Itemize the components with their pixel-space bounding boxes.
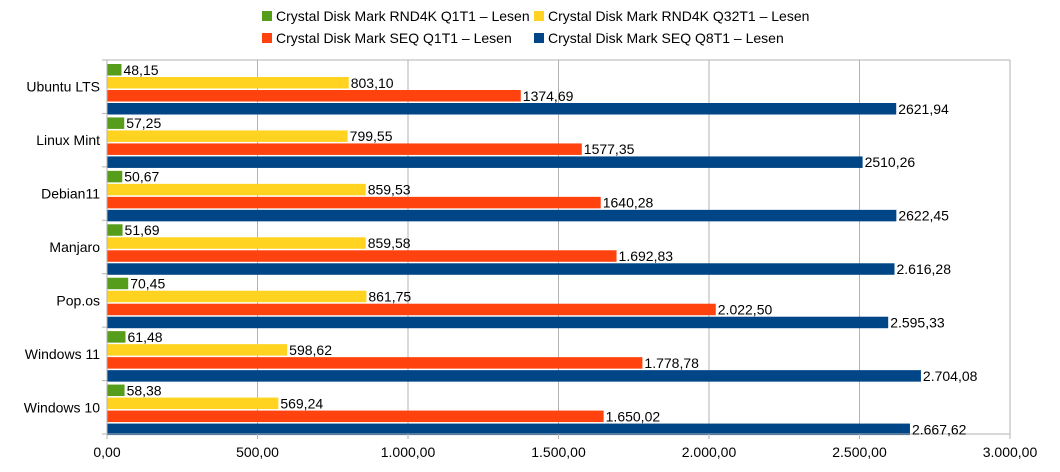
bar — [107, 156, 863, 168]
data-label: 598,62 — [289, 342, 332, 358]
gridlines — [107, 59, 1011, 434]
legend-swatch — [262, 33, 272, 43]
bar — [107, 130, 348, 142]
data-label: 1.778,78 — [644, 355, 699, 371]
bar — [107, 410, 604, 423]
bar — [107, 250, 617, 262]
data-label: 61,48 — [128, 329, 163, 345]
bar — [107, 103, 897, 115]
bar — [107, 224, 123, 236]
data-label: 70,45 — [130, 275, 165, 291]
bar — [107, 170, 123, 183]
x-tick-label: 2.000,00 — [682, 444, 737, 460]
data-label: 859,58 — [368, 235, 411, 251]
bar — [107, 77, 349, 89]
x-tick-label: 0,00 — [93, 444, 120, 460]
category-labels: Ubuntu LTS Linux Mint Debian11 Manjaro Pop.o… — [24, 79, 100, 416]
bar — [107, 316, 889, 329]
bar — [107, 331, 126, 343]
bars — [107, 64, 921, 436]
legend-label: Crystal Disk Mark SEQ Q8T1 – Lesen — [548, 30, 784, 46]
bar — [107, 397, 279, 410]
data-label: 799,55 — [350, 128, 393, 144]
bar — [107, 237, 366, 249]
data-label: 57,25 — [126, 115, 161, 131]
data-label: 2.616,28 — [897, 261, 952, 277]
bar — [107, 90, 521, 102]
bar — [107, 344, 288, 356]
data-label: 1577,35 — [584, 141, 635, 157]
legend-swatch — [534, 11, 544, 21]
legend-label: Crystal Disk Mark RND4K Q32T1 – Lesen — [548, 8, 809, 24]
x-tick-labels: 0,00 500,00 1.000,00 1.500,00 2.000,00 2.500,… — [93, 444, 1037, 460]
legend-label: Crystal Disk Mark RND4K Q1T1 – Lesen — [276, 8, 530, 24]
bar — [107, 277, 129, 290]
bar — [107, 384, 125, 397]
x-tick-label: 1.500,00 — [531, 444, 586, 460]
category-label: Windows 11 — [25, 346, 100, 362]
category-label: Windows 10 — [24, 399, 100, 415]
data-label: 50,67 — [124, 169, 159, 185]
data-label: 51,69 — [125, 222, 160, 238]
bar — [107, 143, 582, 155]
data-label: 58,38 — [127, 382, 162, 398]
x-tick-label: 3.000,00 — [983, 444, 1038, 460]
legend-swatch — [534, 33, 544, 43]
data-label: 1640,28 — [603, 195, 654, 211]
bar — [107, 357, 643, 369]
bar — [107, 303, 716, 316]
bar — [107, 64, 122, 76]
bar — [107, 183, 366, 196]
data-label: 2.595,33 — [890, 314, 945, 330]
axes — [102, 59, 1011, 439]
data-label: 2510,26 — [865, 154, 916, 170]
bar — [107, 423, 910, 436]
category-label: Linux Mint — [36, 132, 100, 148]
bar — [107, 370, 921, 382]
data-label: 569,24 — [280, 395, 323, 411]
data-label: 1.650,02 — [606, 408, 661, 424]
data-label: 803,10 — [351, 75, 394, 91]
data-labels: 48,15 803,10 1374,69 2621,94 57,25 799,55 1577… — [123, 62, 977, 438]
category-label: Manjaro — [49, 239, 100, 255]
data-label: 1374,69 — [523, 88, 574, 104]
data-label: 2622,45 — [898, 208, 949, 224]
data-label: 859,53 — [368, 182, 411, 198]
bar — [107, 263, 895, 275]
x-tick-label: 1.000,00 — [381, 444, 436, 460]
x-tick-label: 500,00 — [236, 444, 279, 460]
legend-swatch — [262, 11, 272, 21]
data-label: 2.022,50 — [718, 301, 773, 317]
bar — [107, 196, 601, 209]
bar — [107, 209, 897, 222]
data-label: 1.692,83 — [619, 248, 674, 264]
category-label: Pop.os — [56, 292, 100, 308]
legend-label: Crystal Disk Mark SEQ Q1T1 – Lesen — [276, 30, 512, 46]
data-label: 2.704,08 — [923, 368, 978, 384]
data-label: 2.667,62 — [912, 421, 967, 437]
category-label: Ubuntu LTS — [26, 79, 100, 95]
bar — [107, 117, 125, 129]
data-label: 861,75 — [368, 288, 411, 304]
data-label: 2621,94 — [898, 101, 949, 117]
bar — [107, 290, 367, 303]
data-label: 48,15 — [123, 62, 158, 78]
category-label: Debian11 — [41, 186, 100, 202]
x-tick-label: 2.500,00 — [832, 444, 887, 460]
legend: Crystal Disk Mark RND4K Q1T1 – Lesen Crys… — [262, 8, 809, 46]
